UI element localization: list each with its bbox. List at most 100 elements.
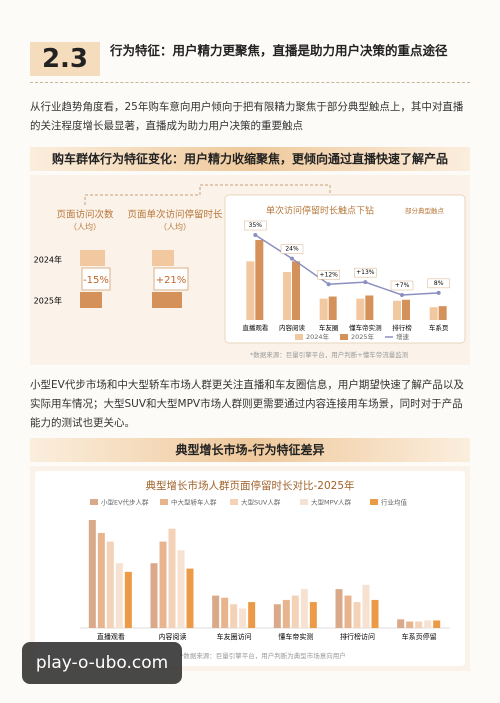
bar [221,597,229,628]
bar [402,299,410,320]
card-bar [80,250,105,266]
line-point [400,293,404,297]
line-point [326,282,331,287]
source: *数据来源：巨量引擎平台，用户判断+懂车帝流量监测 [250,350,409,359]
bar [291,595,299,628]
x-tick-label: 排行榜 [392,323,412,332]
legend-label: 2024年 [306,332,330,341]
bar [150,563,158,628]
data-label: +12% [319,271,338,278]
line [254,234,439,296]
bar [362,584,370,628]
bar [292,261,300,320]
source: *数据来源：巨量引擎平台，用户判断为典型市场意向用户 [180,651,346,660]
label-box [390,280,414,291]
bar [424,620,432,628]
x-tick-label: 车系页停留 [402,632,437,641]
bar [438,306,447,320]
bar [433,620,441,628]
x-tick-label: 车友圈 [319,323,339,332]
bar [283,272,291,320]
bar [273,604,281,628]
bar [371,599,379,628]
chart-title: 典型增长市场人群页面停留时长对比-2025年 [145,479,354,492]
bar [328,296,337,320]
bar [115,563,123,628]
data-label: 24% [285,246,299,253]
banner: 购车群体行为特征变化：用户精力收缩聚焦，更倾向通过直播快速了解产品 [30,147,470,171]
card-bar [80,292,102,308]
legend-label: 大型MPV人群 [311,498,351,507]
bar [353,602,361,628]
label-box [354,267,377,278]
bar [393,300,401,320]
panel: 典型增长市场人群页面停留时长对比-2025年小型EV代步人群 中大型轿车人群 大型S… [30,466,470,671]
bar [177,550,185,628]
x-tick-label: 车友圈访问 [217,632,252,641]
metric-cards: 页面访问次数 （人均） 2024年 2025年 -15% 页面单次访问停留时长 … [34,184,466,359]
card-change: +21% [156,275,187,286]
chart-subtitle: 部分典型触点 [405,206,445,215]
paragraph: 从行业趋势角度看，25年购车意向用户倾向于把有限精力聚焦于部分典型触点上，其中对… [30,101,464,132]
bar [159,541,167,628]
bar [406,621,414,628]
data-label: +13% [356,269,375,276]
paragraph: 小型EV代步市场和中大型轿车市场人群更关注直播和车友圈信息，用户期望快速了解产品… [30,379,464,429]
legend-swatch [295,334,303,340]
legend-swatch [340,334,348,340]
line-point [290,256,294,261]
bar [230,604,238,628]
bar [88,520,96,628]
bar [106,541,114,628]
divider [30,82,470,83]
data-label: 8% [434,280,444,287]
card-bar [152,292,182,308]
data-label: +7% [395,282,410,289]
legend-label: 大型SUV人群 [241,498,281,507]
card-unit: （人均） [159,222,191,232]
x-tick-label: 内容阅读 [159,632,187,641]
legend-label: 中大型轿车人群 [171,498,217,507]
legend-swatch [160,499,168,505]
bar [319,298,328,320]
x-tick-label: 排行榜访问 [340,632,375,641]
bar [239,608,247,628]
label-box [427,278,450,289]
bar [344,595,352,628]
bar [186,568,194,628]
legend-swatch [300,499,308,505]
legend-swatch [90,499,98,505]
connector [84,184,331,205]
card-box [81,267,111,291]
label-box [244,220,267,231]
card-unit: （人均） [69,222,101,232]
line-point [253,233,258,237]
label-box [280,244,304,254]
bar [282,599,290,628]
card-title: 页面访问次数 [56,209,114,221]
bar [255,240,264,320]
legend-swatch [370,499,378,505]
bar [248,602,256,628]
section-number: 2.3 [30,42,100,76]
x-tick-label: 车系页 [429,323,449,332]
panel: 页面访问次数 （人均） 2024年 2025年 -15% 页面单次访问停留时长 … [30,175,470,365]
legend-label: 2025年 [351,332,375,341]
legend-label: 小型EV代步人群 [101,498,149,507]
bar [300,589,308,628]
line-point [363,280,368,285]
bar [168,528,176,628]
bar [429,307,438,320]
legend-label: 行业均值 [381,498,408,507]
legend-label: 增速 [396,332,410,341]
bar [415,621,423,628]
year-label: 2024年 [34,255,62,265]
card-bar [152,250,174,266]
bar [335,589,343,628]
watermark: play-o-ubo.com [22,642,182,684]
chart-title: 单次访问停留时长触点下钻 [266,205,374,217]
card-change: -15% [83,275,109,286]
card-title: 页面单次访问停留时长 [127,209,223,221]
